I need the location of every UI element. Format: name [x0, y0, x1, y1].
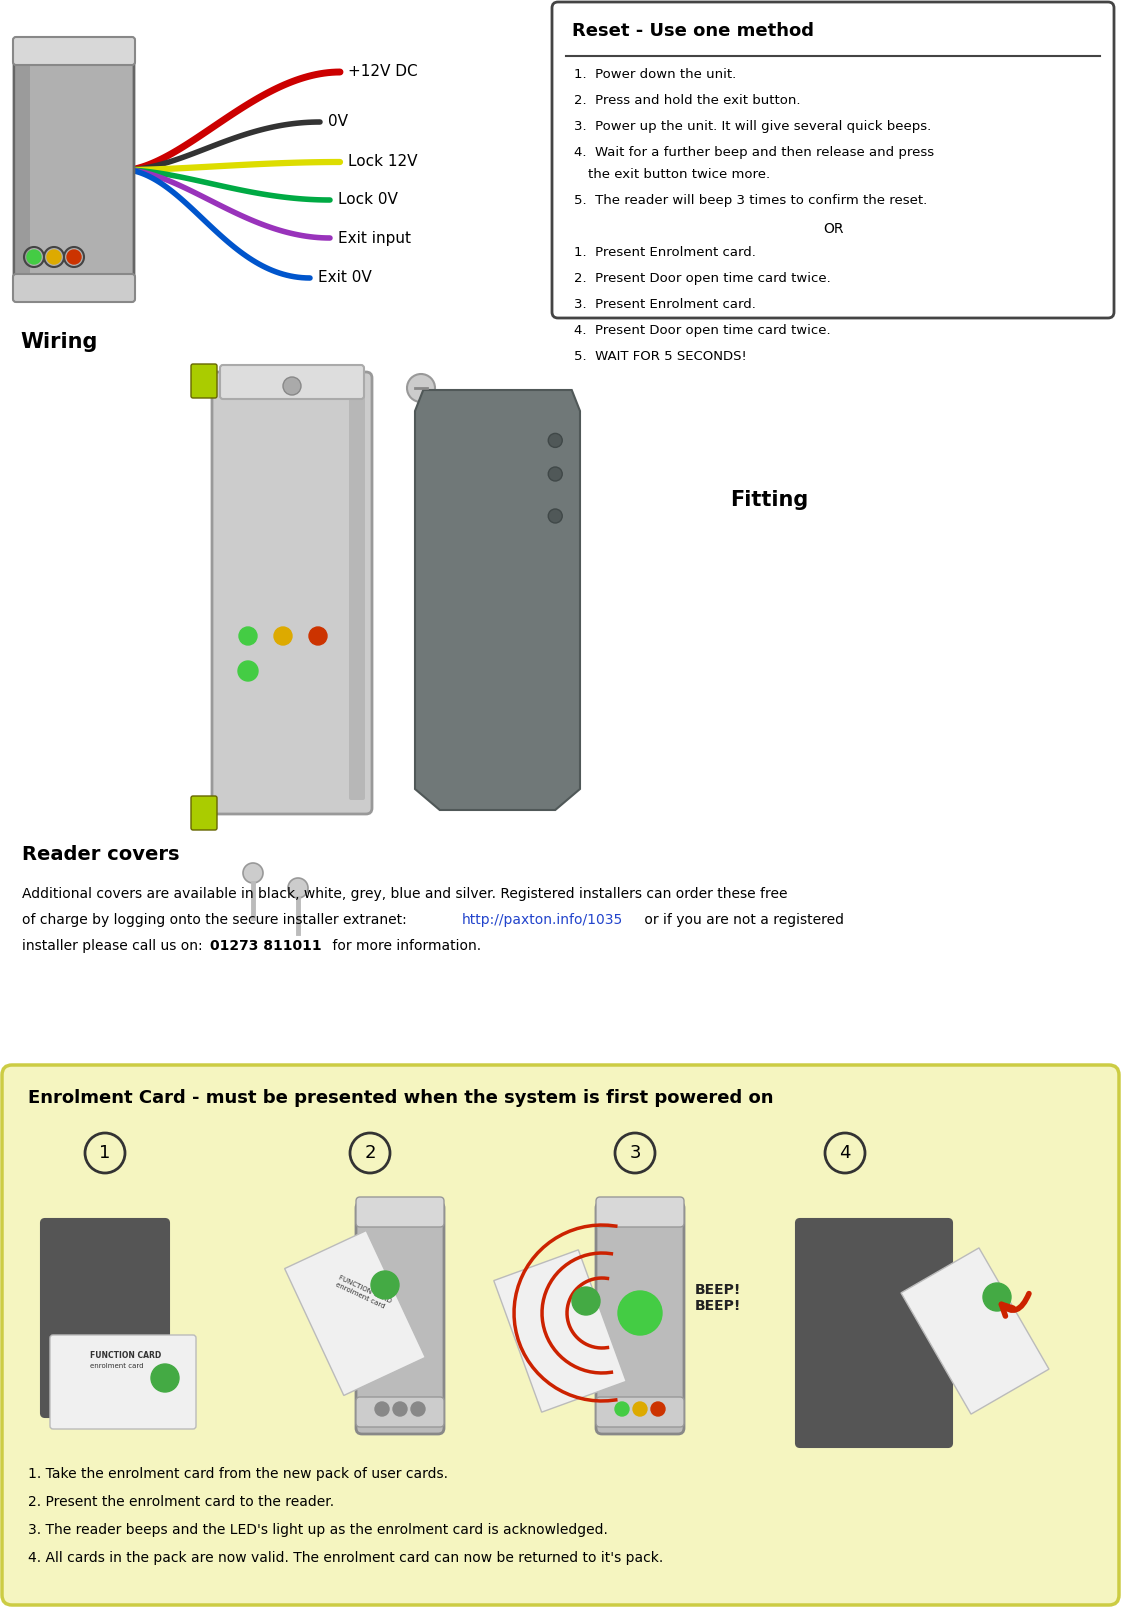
FancyBboxPatch shape — [191, 797, 217, 831]
Text: FUNCTION CARD: FUNCTION CARD — [90, 1351, 161, 1361]
Text: 1.  Present Enrolment card.: 1. Present Enrolment card. — [574, 246, 756, 259]
Circle shape — [151, 1364, 179, 1391]
Circle shape — [651, 1403, 665, 1416]
Text: 3: 3 — [629, 1144, 641, 1162]
Circle shape — [243, 863, 263, 882]
Text: for more information.: for more information. — [328, 939, 481, 953]
Text: 4: 4 — [840, 1144, 851, 1162]
FancyBboxPatch shape — [552, 2, 1114, 318]
Text: installer please call us on:: installer please call us on: — [22, 939, 207, 953]
Circle shape — [288, 877, 308, 898]
Text: enrolment card: enrolment card — [90, 1362, 143, 1369]
Circle shape — [238, 661, 258, 680]
FancyBboxPatch shape — [191, 364, 217, 398]
Text: 3.  Present Enrolment card.: 3. Present Enrolment card. — [574, 297, 756, 310]
FancyBboxPatch shape — [13, 275, 135, 302]
Circle shape — [618, 1291, 663, 1335]
Polygon shape — [493, 1249, 627, 1412]
Text: Wiring: Wiring — [20, 331, 98, 352]
Text: Reset - Use one method: Reset - Use one method — [572, 23, 814, 40]
FancyBboxPatch shape — [220, 365, 364, 399]
Text: 4.  Present Door open time card twice.: 4. Present Door open time card twice. — [574, 323, 831, 338]
FancyBboxPatch shape — [41, 1218, 169, 1417]
FancyBboxPatch shape — [13, 37, 135, 65]
Circle shape — [67, 250, 81, 263]
Circle shape — [411, 1403, 425, 1416]
Polygon shape — [415, 389, 580, 810]
FancyBboxPatch shape — [356, 1202, 444, 1433]
Text: Fitting: Fitting — [730, 490, 808, 511]
Text: 1: 1 — [100, 1144, 111, 1162]
Circle shape — [274, 627, 291, 645]
Circle shape — [393, 1403, 407, 1416]
Text: 01273 811011: 01273 811011 — [210, 939, 322, 953]
Text: 3.  Power up the unit. It will give several quick beeps.: 3. Power up the unit. It will give sever… — [574, 120, 932, 133]
Text: the exit button twice more.: the exit button twice more. — [589, 168, 770, 181]
Circle shape — [548, 509, 563, 524]
Text: Exit 0V: Exit 0V — [318, 270, 372, 286]
Circle shape — [27, 250, 41, 263]
Polygon shape — [285, 1230, 425, 1396]
Text: Lock 0V: Lock 0V — [339, 192, 398, 207]
FancyBboxPatch shape — [596, 1396, 684, 1427]
FancyBboxPatch shape — [349, 386, 365, 800]
FancyBboxPatch shape — [356, 1396, 444, 1427]
Text: Reader covers: Reader covers — [22, 845, 179, 865]
Text: of charge by logging onto the secure installer extranet:: of charge by logging onto the secure ins… — [22, 913, 411, 928]
Circle shape — [47, 250, 61, 263]
FancyBboxPatch shape — [596, 1197, 684, 1227]
FancyBboxPatch shape — [13, 40, 135, 299]
Text: or if you are not a registered: or if you are not a registered — [640, 913, 844, 928]
Circle shape — [309, 627, 327, 645]
Text: +12V DC: +12V DC — [348, 65, 418, 79]
FancyBboxPatch shape — [796, 1218, 952, 1446]
Circle shape — [548, 467, 563, 482]
Text: 5.  WAIT FOR 5 SECONDS!: 5. WAIT FOR 5 SECONDS! — [574, 351, 747, 364]
Text: 2.  Present Door open time card twice.: 2. Present Door open time card twice. — [574, 271, 831, 284]
Text: 1.  Power down the unit.: 1. Power down the unit. — [574, 68, 736, 81]
Text: 2: 2 — [364, 1144, 376, 1162]
Text: 2. Present the enrolment card to the reader.: 2. Present the enrolment card to the rea… — [28, 1495, 334, 1509]
Text: 3. The reader beeps and the LED's light up as the enrolment card is acknowledged: 3. The reader beeps and the LED's light … — [28, 1522, 608, 1537]
Circle shape — [983, 1283, 1011, 1311]
Text: 5.  The reader will beep 3 times to confirm the reset.: 5. The reader will beep 3 times to confi… — [574, 194, 927, 207]
Text: 1. Take the enrolment card from the new pack of user cards.: 1. Take the enrolment card from the new … — [28, 1467, 448, 1480]
Text: OR: OR — [823, 221, 843, 236]
FancyBboxPatch shape — [212, 372, 372, 814]
Circle shape — [615, 1403, 629, 1416]
Circle shape — [633, 1403, 647, 1416]
Circle shape — [376, 1403, 389, 1416]
Text: 2.  Press and hold the exit button.: 2. Press and hold the exit button. — [574, 94, 800, 107]
Text: 4. All cards in the pack are now valid. The enrolment card can now be returned t: 4. All cards in the pack are now valid. … — [28, 1551, 664, 1564]
Polygon shape — [901, 1248, 1049, 1414]
Text: http://paxton.info/1035: http://paxton.info/1035 — [462, 913, 623, 928]
Circle shape — [371, 1272, 399, 1299]
Text: Lock 12V: Lock 12V — [348, 155, 417, 170]
Text: FUNCTION CARD
enrolment card: FUNCTION CARD enrolment card — [335, 1275, 392, 1311]
Circle shape — [572, 1286, 600, 1315]
FancyBboxPatch shape — [356, 1197, 444, 1227]
Text: Enrolment Card - must be presented when the system is first powered on: Enrolment Card - must be presented when … — [28, 1089, 773, 1107]
Circle shape — [282, 377, 302, 394]
Text: Exit input: Exit input — [339, 231, 411, 246]
FancyBboxPatch shape — [596, 1202, 684, 1433]
FancyBboxPatch shape — [16, 53, 30, 288]
FancyBboxPatch shape — [50, 1335, 196, 1429]
Circle shape — [407, 373, 435, 402]
Circle shape — [548, 433, 563, 448]
Text: 4.  Wait for a further beep and then release and press: 4. Wait for a further beep and then rele… — [574, 145, 934, 158]
FancyBboxPatch shape — [2, 1065, 1119, 1605]
Text: 0V: 0V — [328, 115, 348, 129]
Text: BEEP!
BEEP!: BEEP! BEEP! — [695, 1283, 741, 1314]
Circle shape — [239, 627, 257, 645]
Text: Additional covers are available in black, white, grey, blue and silver. Register: Additional covers are available in black… — [22, 887, 787, 902]
FancyArrowPatch shape — [1001, 1293, 1029, 1315]
